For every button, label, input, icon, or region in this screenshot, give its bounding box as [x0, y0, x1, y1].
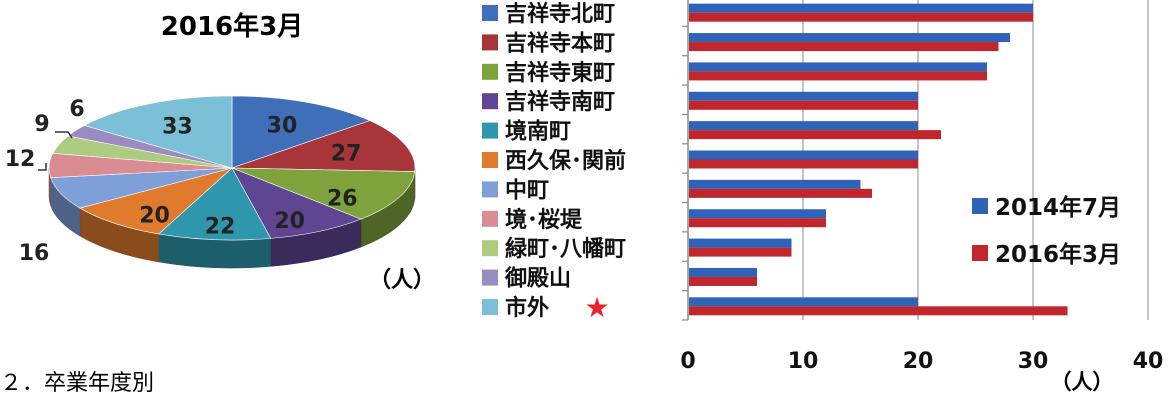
legend-label-吉祥寺南町: 吉祥寺南町	[505, 89, 615, 115]
bar-chart: 0 10 20 30 40 （人） 2014年7月 2016年3月	[680, 0, 1163, 394]
pie-value-label-御殿山: 6	[69, 97, 84, 122]
pie-value-label-市外: 33	[162, 115, 193, 140]
legend-label-吉祥寺本町: 吉祥寺本町	[505, 30, 615, 56]
bar-series-legend: 2014年7月 2016年3月	[972, 194, 1121, 268]
pie-leader-lines	[38, 131, 73, 171]
legend-label-中町: 中町	[505, 178, 549, 203]
bar-2014年7月-境南町	[689, 121, 918, 131]
pie-unit-label: （人）	[369, 268, 435, 293]
pie-value-label-吉祥寺東町: 26	[327, 186, 358, 211]
bar-2016年3月-吉祥寺本町	[689, 42, 999, 52]
series-legend-label-2016年3月: 2016年3月	[995, 241, 1121, 268]
x-tick-label-0: 0	[680, 349, 695, 374]
bar-2014年7月-吉祥寺東町	[689, 62, 987, 72]
bar-2016年3月-西久保･関前	[689, 159, 918, 169]
pie-slice-吉祥寺本町	[231, 120, 416, 172]
category-legend: 吉祥寺北町吉祥寺本町吉祥寺東町吉祥寺南町境南町西久保･関前中町境･桜堤緑町･八幡…	[482, 1, 626, 324]
pie-slices	[48, 95, 416, 241]
pie-slice-吉祥寺南町	[231, 167, 362, 239]
pie-value-label-吉祥寺本町: 27	[331, 141, 362, 166]
pie-chart: 2016年3月 30 27 26 20 22 20 16 12 96 33 （人）	[5, 11, 435, 293]
bar-2016年3月-市外	[689, 306, 1068, 316]
bar-2016年3月-吉祥寺東町	[689, 71, 987, 81]
pie-value-label-吉祥寺北町: 30	[267, 114, 298, 139]
legend-label-境･桜堤: 境･桜堤	[505, 207, 583, 233]
pie-slice-吉祥寺北町	[231, 95, 371, 169]
legend-swatch-吉祥寺本町	[482, 34, 498, 51]
pie-value-label-境南町: 22	[205, 214, 236, 239]
legend-swatch-吉祥寺東町	[482, 63, 498, 80]
x-tick-label-40: 40	[1133, 349, 1164, 374]
legend-swatch-吉祥寺南町	[482, 93, 498, 110]
legend-swatch-境南町	[482, 122, 498, 139]
bar-2016年3月-境南町	[689, 130, 941, 140]
legend-swatch-市外	[482, 299, 498, 315]
pie-value-label-中町: 16	[19, 241, 50, 266]
bar-2014年7月-西久保･関前	[689, 150, 918, 160]
bar-x-tick-labels: 0 10 20 30 40	[680, 349, 1163, 374]
x-tick-label-20: 20	[903, 349, 934, 374]
pie-slice-西久保･関前	[79, 167, 233, 235]
bar-2014年7月-市外	[689, 297, 918, 307]
bar-2016年3月-緑町･八幡町	[689, 247, 792, 257]
pie-value-label-緑町･八幡町: 9	[34, 112, 49, 137]
bar-x-axis-label: （人）	[1051, 370, 1114, 394]
bar-2016年3月-御殿山	[689, 276, 757, 286]
legend-swatch-緑町･八幡町	[482, 240, 498, 257]
legend-label-市外: 市外	[505, 295, 549, 321]
bar-2014年7月-御殿山	[689, 267, 757, 277]
pie-value-label-吉祥寺南町: 20	[274, 209, 305, 234]
pie-data-labels: 30 27 26 20 22 20 16 12 96 33	[5, 97, 362, 266]
legend-label-西久保･関前: 西久保･関前	[505, 148, 626, 174]
bar-marks	[689, 3, 1068, 316]
star-marker-icon: ★	[584, 291, 609, 324]
pie-slice-市外	[83, 95, 233, 169]
series-legend-swatch-2014年7月	[972, 198, 988, 214]
legend-swatch-西久保･関前	[482, 152, 498, 168]
pie-title: 2016年3月	[161, 11, 303, 42]
x-tick-label-30: 30	[1018, 349, 1049, 374]
bar-2014年7月-緑町･八幡町	[689, 238, 792, 248]
bar-2014年7月-中町	[689, 179, 861, 189]
legend-swatch-吉祥寺北町	[482, 5, 498, 21]
bar-2014年7月-吉祥寺本町	[689, 33, 1010, 43]
legend-swatch-御殿山	[482, 269, 498, 286]
x-tick-label-10: 10	[788, 349, 819, 374]
series-legend-swatch-2016年3月	[972, 245, 988, 261]
bar-2014年7月-吉祥寺南町	[689, 91, 918, 101]
legend-label-境南町: 境南町	[505, 119, 571, 145]
legend-label-御殿山: 御殿山	[504, 266, 571, 292]
bar-2016年3月-中町	[689, 188, 872, 198]
legend-swatch-中町	[482, 181, 498, 198]
footer-caption: ２．卒業年度別	[0, 371, 154, 394]
bar-2016年3月-吉祥寺南町	[689, 100, 918, 110]
pie-value-label-西久保･関前: 20	[139, 203, 170, 228]
legend-label-吉祥寺北町: 吉祥寺北町	[505, 1, 615, 27]
series-legend-label-2014年7月: 2014年7月	[995, 194, 1121, 221]
bar-2016年3月-吉祥寺北町	[689, 12, 1033, 22]
legend-swatch-境･桜堤	[482, 210, 498, 227]
bar-2014年7月-境･桜堤	[689, 209, 826, 219]
bar-y-axis	[682, 0, 689, 321]
bar-2014年7月-吉祥寺北町	[689, 3, 1033, 13]
legend-label-緑町･八幡町: 緑町･八幡町	[505, 236, 626, 262]
bar-2016年3月-境･桜堤	[689, 218, 826, 228]
legend-label-吉祥寺東町: 吉祥寺東町	[505, 60, 615, 86]
pie-value-label-境･桜堤: 12	[5, 147, 36, 172]
pie-slice-吉祥寺東町	[231, 167, 416, 220]
pie-slice-境南町	[158, 167, 272, 241]
